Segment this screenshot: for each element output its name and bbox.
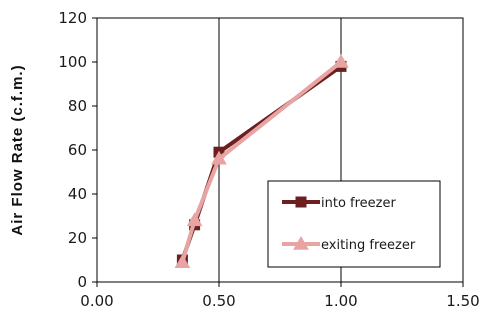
- x-tick-label: 0.50: [202, 292, 235, 310]
- legend-entry: exiting freezer: [282, 235, 416, 253]
- x-tick-label: 1.00: [324, 292, 357, 310]
- y-tick-label: 0: [77, 273, 87, 291]
- y-tick-label: 60: [68, 141, 87, 159]
- legend-label: into freezer: [321, 196, 396, 211]
- legend-marker: [293, 235, 309, 250]
- data-point: [186, 212, 203, 227]
- x-tick-label: 1.50: [446, 292, 479, 310]
- legend-entry: into freezer: [282, 196, 396, 211]
- series-layer: [174, 53, 349, 268]
- series-2: [174, 53, 349, 268]
- y-tick-label: 120: [58, 9, 87, 27]
- legend-label: exiting freezer: [321, 238, 416, 253]
- legend-box: [267, 180, 441, 268]
- series-line: [180, 60, 343, 263]
- legend: into freezer exiting freezer: [267, 180, 441, 268]
- legend-marker: [295, 196, 307, 208]
- y-tick-label: 80: [68, 97, 87, 115]
- y-tick-label: 20: [68, 229, 87, 247]
- x-tick-label: 0.00: [80, 292, 113, 310]
- y-tick-label: 40: [68, 185, 87, 203]
- data-point: [333, 53, 349, 68]
- y-tick-label: 100: [58, 53, 87, 71]
- y-axis-title: Air Flow Rate (c.f.m.): [9, 64, 26, 235]
- axes: 0 20 40 60 80 100 120 0.00 0.50 1.00 1.50: [58, 9, 479, 310]
- data-point: [174, 254, 191, 268]
- data-point: [211, 150, 227, 165]
